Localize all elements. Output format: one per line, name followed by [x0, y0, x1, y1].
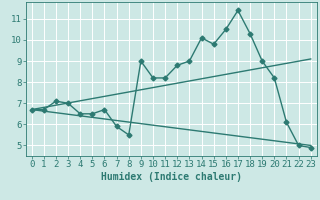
X-axis label: Humidex (Indice chaleur): Humidex (Indice chaleur)	[101, 172, 242, 182]
